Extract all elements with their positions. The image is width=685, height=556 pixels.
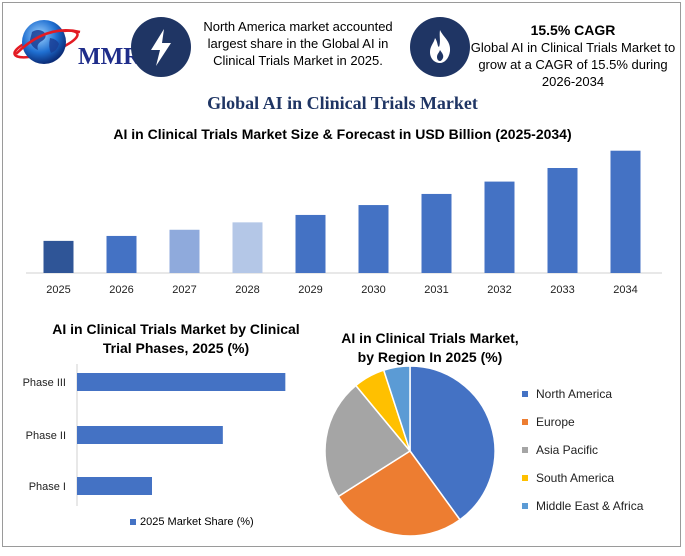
y-tick-label: Phase III xyxy=(23,377,66,389)
bar-2025 xyxy=(43,240,74,273)
x-tick-label: 2034 xyxy=(613,284,637,296)
legend-label: Europe xyxy=(536,415,575,429)
bar-2028 xyxy=(232,222,263,273)
bar-2033 xyxy=(547,168,578,273)
info-left-text: North America market accounted largest s… xyxy=(203,19,393,68)
x-tick-label: 2027 xyxy=(172,284,196,296)
x-tick-label: 2031 xyxy=(424,284,448,296)
legend-label: North America xyxy=(536,387,613,401)
x-tick-label: 2030 xyxy=(361,284,385,296)
cagr-text: Global AI in Clinical Trials Market to g… xyxy=(470,40,676,89)
info-right-block: 15.5% CAGR Global AI in Clinical Trials … xyxy=(467,22,679,90)
cagr-title: 15.5% CAGR xyxy=(530,22,616,38)
region-chart-title: AI in Clinical Trials Market, by Region … xyxy=(341,330,519,365)
bar-2030 xyxy=(358,205,389,273)
bar-2034 xyxy=(610,150,641,273)
phase-bar-1 xyxy=(77,373,286,391)
x-tick-label: 2032 xyxy=(487,284,511,296)
legend-swatch xyxy=(522,503,528,509)
phase-chart-legend: 2025 Market Share (%) xyxy=(130,516,254,528)
bar-2029 xyxy=(295,214,326,273)
bar-chart-title: AI in Clinical Trials Market Size & Fore… xyxy=(113,126,572,142)
phase-bar-3 xyxy=(77,477,152,495)
pie-slice-1 xyxy=(409,365,496,521)
legend-label: Asia Pacific xyxy=(536,443,599,457)
legend-swatch xyxy=(522,419,528,425)
x-tick-label: 2026 xyxy=(109,284,133,296)
info-right-badge xyxy=(410,17,470,77)
bar-2026 xyxy=(106,235,137,273)
x-tick-label: 2025 xyxy=(46,284,70,296)
lightning-bolt-icon xyxy=(151,29,171,66)
phase-bar-2 xyxy=(77,426,223,444)
x-tick-label: 2033 xyxy=(550,284,574,296)
phase-horizontal-bar-chart: Phase III Phase II Phase I xyxy=(23,364,286,506)
phase-chart-title: AI in Clinical Trials Market by Clinical… xyxy=(52,321,300,356)
market-size-bar-chart: 2025 2026 2027 2028 2029 2030 2031 2032 2033 2034 xyxy=(26,150,662,296)
globe-icon xyxy=(13,20,81,64)
bar-2032 xyxy=(484,181,515,273)
legend-swatch xyxy=(522,447,528,453)
x-tick-label: 2028 xyxy=(235,284,259,296)
phase-legend-label: 2025 Market Share (%) xyxy=(140,516,254,528)
pie-slice-2 xyxy=(337,449,462,537)
legend-swatch xyxy=(130,519,136,526)
info-left-badge xyxy=(131,17,191,77)
x-tick-label: 2029 xyxy=(298,284,322,296)
logo-text: MMR xyxy=(78,44,141,70)
mmr-logo: MMR xyxy=(12,14,141,74)
y-tick-label: Phase II xyxy=(26,430,66,442)
y-tick-label: Phase I xyxy=(29,481,66,493)
legend-label: South America xyxy=(536,471,615,485)
flame-icon xyxy=(430,30,451,63)
bar-2031 xyxy=(421,193,452,273)
bar-2027 xyxy=(169,229,200,273)
legend-swatch xyxy=(522,391,528,397)
main-title: Global AI in Clinical Trials Market xyxy=(207,93,478,113)
legend-label: Middle East & Africa xyxy=(536,499,644,513)
pie-slice-3 xyxy=(324,384,412,498)
infographic-frame xyxy=(2,2,681,547)
legend-swatch xyxy=(522,475,528,481)
pie-slice-5 xyxy=(382,365,411,452)
region-pie-chart xyxy=(324,365,496,537)
